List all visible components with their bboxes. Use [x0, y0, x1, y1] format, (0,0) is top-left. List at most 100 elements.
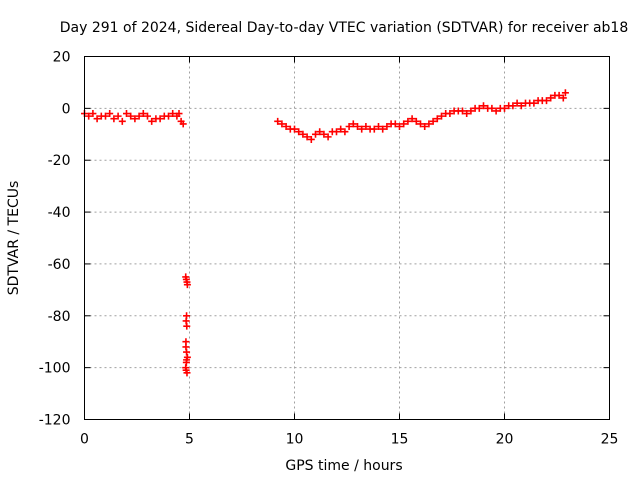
data-point — [148, 117, 156, 125]
data-point — [85, 112, 93, 120]
data-point — [333, 128, 340, 136]
x-tick-label: 0 — [80, 432, 89, 448]
data-point — [341, 128, 349, 136]
y-tick-label: 20 — [53, 50, 71, 66]
data-points — [81, 89, 569, 377]
data-point — [559, 94, 567, 102]
axis-tick-labels: 0 5 10 15 20 25 -120 -100 -80 -60 -40 -20 0 20 — [39, 50, 619, 448]
data-point — [183, 281, 191, 289]
data-point — [438, 112, 445, 120]
y-tick-label: -40 — [48, 205, 71, 221]
data-point — [446, 110, 454, 118]
axis-ticks — [84, 56, 610, 420]
data-point — [429, 117, 437, 125]
data-point — [312, 130, 319, 138]
data-point — [383, 123, 391, 131]
data-point — [349, 120, 357, 128]
data-point — [183, 322, 191, 330]
data-point — [421, 123, 429, 131]
data-point — [175, 110, 183, 118]
data-point — [513, 99, 521, 107]
x-tick-label: 10 — [286, 432, 304, 448]
data-point — [299, 130, 307, 138]
data-point — [345, 123, 353, 131]
data-point — [291, 125, 298, 133]
data-point — [543, 97, 550, 105]
data-point — [131, 115, 139, 123]
data-point — [492, 107, 500, 115]
y-tick-label: -60 — [48, 257, 71, 273]
data-point — [93, 115, 101, 123]
data-point — [391, 120, 399, 128]
data-point — [139, 110, 147, 118]
data-point — [417, 120, 424, 128]
data-point — [182, 338, 190, 346]
data-point — [274, 117, 282, 125]
data-point — [114, 112, 122, 120]
data-point — [530, 99, 538, 107]
data-point — [106, 110, 114, 118]
data-point — [555, 91, 563, 99]
data-point — [169, 110, 177, 118]
data-point — [379, 125, 387, 133]
data-point — [320, 130, 328, 138]
data-point — [459, 107, 466, 115]
data-point — [561, 89, 569, 97]
data-point — [517, 102, 525, 110]
data-point — [354, 123, 361, 131]
y-axis-label: SDTVAR / TECUs — [6, 181, 22, 296]
data-point — [463, 110, 471, 118]
data-point — [467, 107, 475, 115]
data-point — [102, 112, 109, 120]
data-point — [89, 110, 97, 118]
data-point — [488, 104, 496, 112]
chart-title: Day 291 of 2024, Sidereal Day-to-day VTE… — [60, 20, 629, 36]
data-point — [480, 102, 487, 110]
data-point — [475, 104, 483, 112]
x-axis-label: GPS time / hours — [285, 458, 402, 474]
data-point — [165, 112, 172, 120]
data-point — [375, 123, 382, 131]
data-point — [433, 115, 441, 123]
y-tick-label: -120 — [39, 413, 71, 429]
x-tick-label: 20 — [496, 432, 514, 448]
data-point — [144, 112, 151, 120]
data-point — [316, 128, 324, 136]
data-point — [295, 128, 303, 136]
data-point — [183, 369, 191, 377]
plot-frame — [84, 56, 610, 420]
data-point — [307, 135, 315, 143]
data-point — [156, 115, 164, 123]
x-tick-label: 25 — [601, 432, 619, 448]
data-point — [278, 120, 286, 128]
data-point — [118, 117, 126, 125]
y-tick-label: -80 — [48, 309, 71, 325]
data-point — [135, 112, 143, 120]
data-point — [370, 125, 378, 133]
data-point — [358, 125, 366, 133]
data-point — [362, 123, 370, 131]
y-tick-label: -100 — [39, 361, 71, 377]
data-point — [303, 133, 311, 141]
data-point — [501, 104, 508, 112]
data-point — [110, 115, 118, 123]
data-point — [183, 356, 191, 364]
data-point — [396, 123, 403, 131]
data-point — [324, 133, 332, 141]
data-point — [404, 117, 412, 125]
data-point — [282, 123, 290, 131]
x-tick-label: 5 — [185, 432, 194, 448]
x-tick-label: 15 — [391, 432, 409, 448]
grid — [84, 56, 610, 420]
data-point — [337, 125, 345, 133]
data-point — [408, 115, 416, 123]
data-point — [183, 348, 191, 356]
data-point — [127, 112, 135, 120]
data-point — [123, 110, 130, 118]
y-tick-label: 0 — [62, 101, 71, 117]
data-point — [412, 117, 420, 125]
data-point — [179, 120, 187, 128]
data-point — [547, 94, 555, 102]
y-tick-label: -20 — [48, 153, 71, 169]
